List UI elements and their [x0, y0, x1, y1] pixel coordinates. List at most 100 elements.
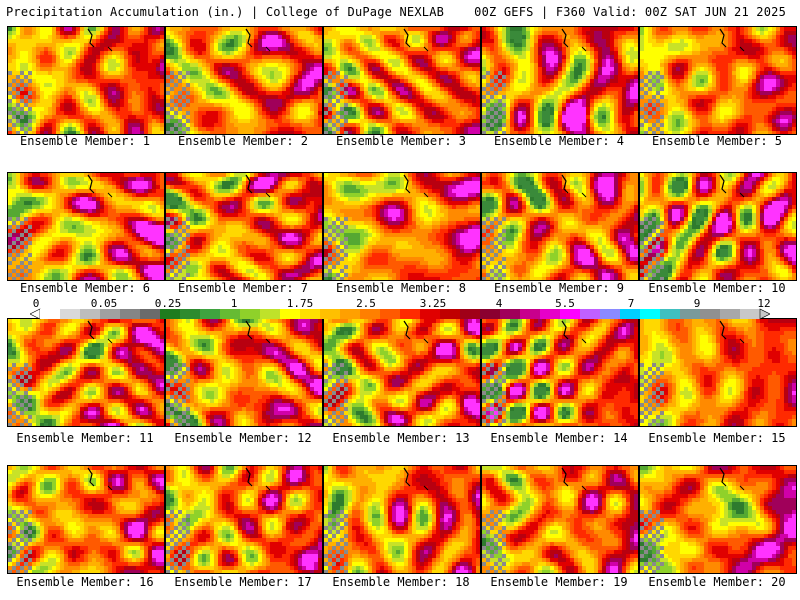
precip-field: [166, 466, 322, 573]
colorbar-bin: [280, 309, 301, 319]
precip-field: [482, 173, 638, 280]
colorbar-bin: [580, 309, 601, 319]
colorbar-tick: 12: [757, 297, 770, 310]
member-map-20: [639, 465, 797, 574]
member-map-9: [481, 172, 639, 281]
colorbar-bin: [460, 309, 481, 319]
colorbar-bin: [600, 309, 621, 319]
colorbar-bin: [60, 309, 81, 319]
precip-field: [166, 27, 322, 134]
colorbar-bin: [480, 309, 501, 319]
precip-field: [482, 27, 638, 134]
member-label-17: Ensemble Member: 17: [165, 575, 321, 589]
colorbar-bin: [340, 309, 361, 319]
precip-field: [482, 319, 638, 426]
member-map-8: [323, 172, 481, 281]
precip-field: [8, 319, 164, 426]
member-map-19: [481, 465, 639, 574]
page-title: Precipitation Accumulation (in.) | Colle…: [6, 5, 444, 19]
colorbar-bin: [500, 309, 521, 319]
precip-field: [482, 466, 638, 573]
colorbar-bin: [100, 309, 121, 319]
member-map-18: [323, 465, 481, 574]
colorbar-tick: 2.5: [356, 297, 376, 310]
member-label-16: Ensemble Member: 16: [7, 575, 163, 589]
colorbar-tick: 5.5: [555, 297, 575, 310]
member-label-20: Ensemble Member: 20: [639, 575, 795, 589]
member-label-18: Ensemble Member: 18: [323, 575, 479, 589]
colorbar-bin: [40, 309, 61, 319]
member-label-14: Ensemble Member: 14: [481, 431, 637, 445]
colorbar-min-arrow: [30, 308, 41, 320]
precip-field: [8, 173, 164, 280]
precip-field: [166, 173, 322, 280]
colorbar-tick: 9: [694, 297, 701, 310]
member-label-4: Ensemble Member: 4: [481, 134, 637, 148]
member-map-15: [639, 318, 797, 427]
colorbar-tick: 0.25: [155, 297, 182, 310]
colorbar-tick: 1.75: [287, 297, 314, 310]
colorbar-bin: [80, 309, 101, 319]
colorbar-bin: [200, 309, 221, 319]
colorbar-bin: [520, 309, 541, 319]
colorbar-bin: [260, 309, 281, 319]
precip-field: [640, 466, 796, 573]
colorbar-bin: [380, 309, 401, 319]
colorbar-bin: [300, 309, 321, 319]
member-map-14: [481, 318, 639, 427]
precip-field: [640, 27, 796, 134]
colorbar-bin: [640, 309, 661, 319]
colorbar-tick: 1: [231, 297, 238, 310]
member-label-11: Ensemble Member: 11: [7, 431, 163, 445]
precip-field: [324, 27, 480, 134]
colorbar-tick: 4: [496, 297, 503, 310]
member-label-19: Ensemble Member: 19: [481, 575, 637, 589]
member-map-5: [639, 26, 797, 135]
colorbar-bin: [120, 309, 141, 319]
colorbar-bin: [160, 309, 181, 319]
colorbar-bin: [180, 309, 201, 319]
member-label-13: Ensemble Member: 13: [323, 431, 479, 445]
colorbar-bin: [400, 309, 421, 319]
colorbar-bin: [540, 309, 561, 319]
colorbar-bin: [140, 309, 161, 319]
colorbar-bin: [420, 309, 441, 319]
member-label-9: Ensemble Member: 9: [481, 281, 637, 295]
member-label-15: Ensemble Member: 15: [639, 431, 795, 445]
member-label-3: Ensemble Member: 3: [323, 134, 479, 148]
precip-field: [8, 466, 164, 573]
member-label-1: Ensemble Member: 1: [7, 134, 163, 148]
member-map-4: [481, 26, 639, 135]
colorbar-bin: [700, 309, 721, 319]
colorbar-bin: [360, 309, 381, 319]
colorbar-bin: [240, 309, 261, 319]
member-label-6: Ensemble Member: 6: [7, 281, 163, 295]
precip-field: [640, 319, 796, 426]
precip-field: [324, 173, 480, 280]
member-label-10: Ensemble Member: 10: [639, 281, 795, 295]
precip-field: [8, 27, 164, 134]
colorbar-bin: [620, 309, 641, 319]
colorbar-bin: [220, 309, 241, 319]
member-map-12: [165, 318, 323, 427]
member-map-2: [165, 26, 323, 135]
member-label-5: Ensemble Member: 5: [639, 134, 795, 148]
member-map-10: [639, 172, 797, 281]
member-map-3: [323, 26, 481, 135]
precipitation-colorbar: [30, 308, 770, 320]
member-label-2: Ensemble Member: 2: [165, 134, 321, 148]
precip-field: [324, 319, 480, 426]
member-map-13: [323, 318, 481, 427]
colorbar-bin: [560, 309, 581, 319]
member-map-16: [7, 465, 165, 574]
colorbar-bin: [680, 309, 701, 319]
member-map-1: [7, 26, 165, 135]
precip-field: [166, 319, 322, 426]
precip-field: [640, 173, 796, 280]
colorbar-bin: [660, 309, 681, 319]
precip-field: [324, 466, 480, 573]
colorbar-max-arrow: [759, 308, 770, 320]
colorbar-bin: [440, 309, 461, 319]
member-map-7: [165, 172, 323, 281]
member-map-17: [165, 465, 323, 574]
